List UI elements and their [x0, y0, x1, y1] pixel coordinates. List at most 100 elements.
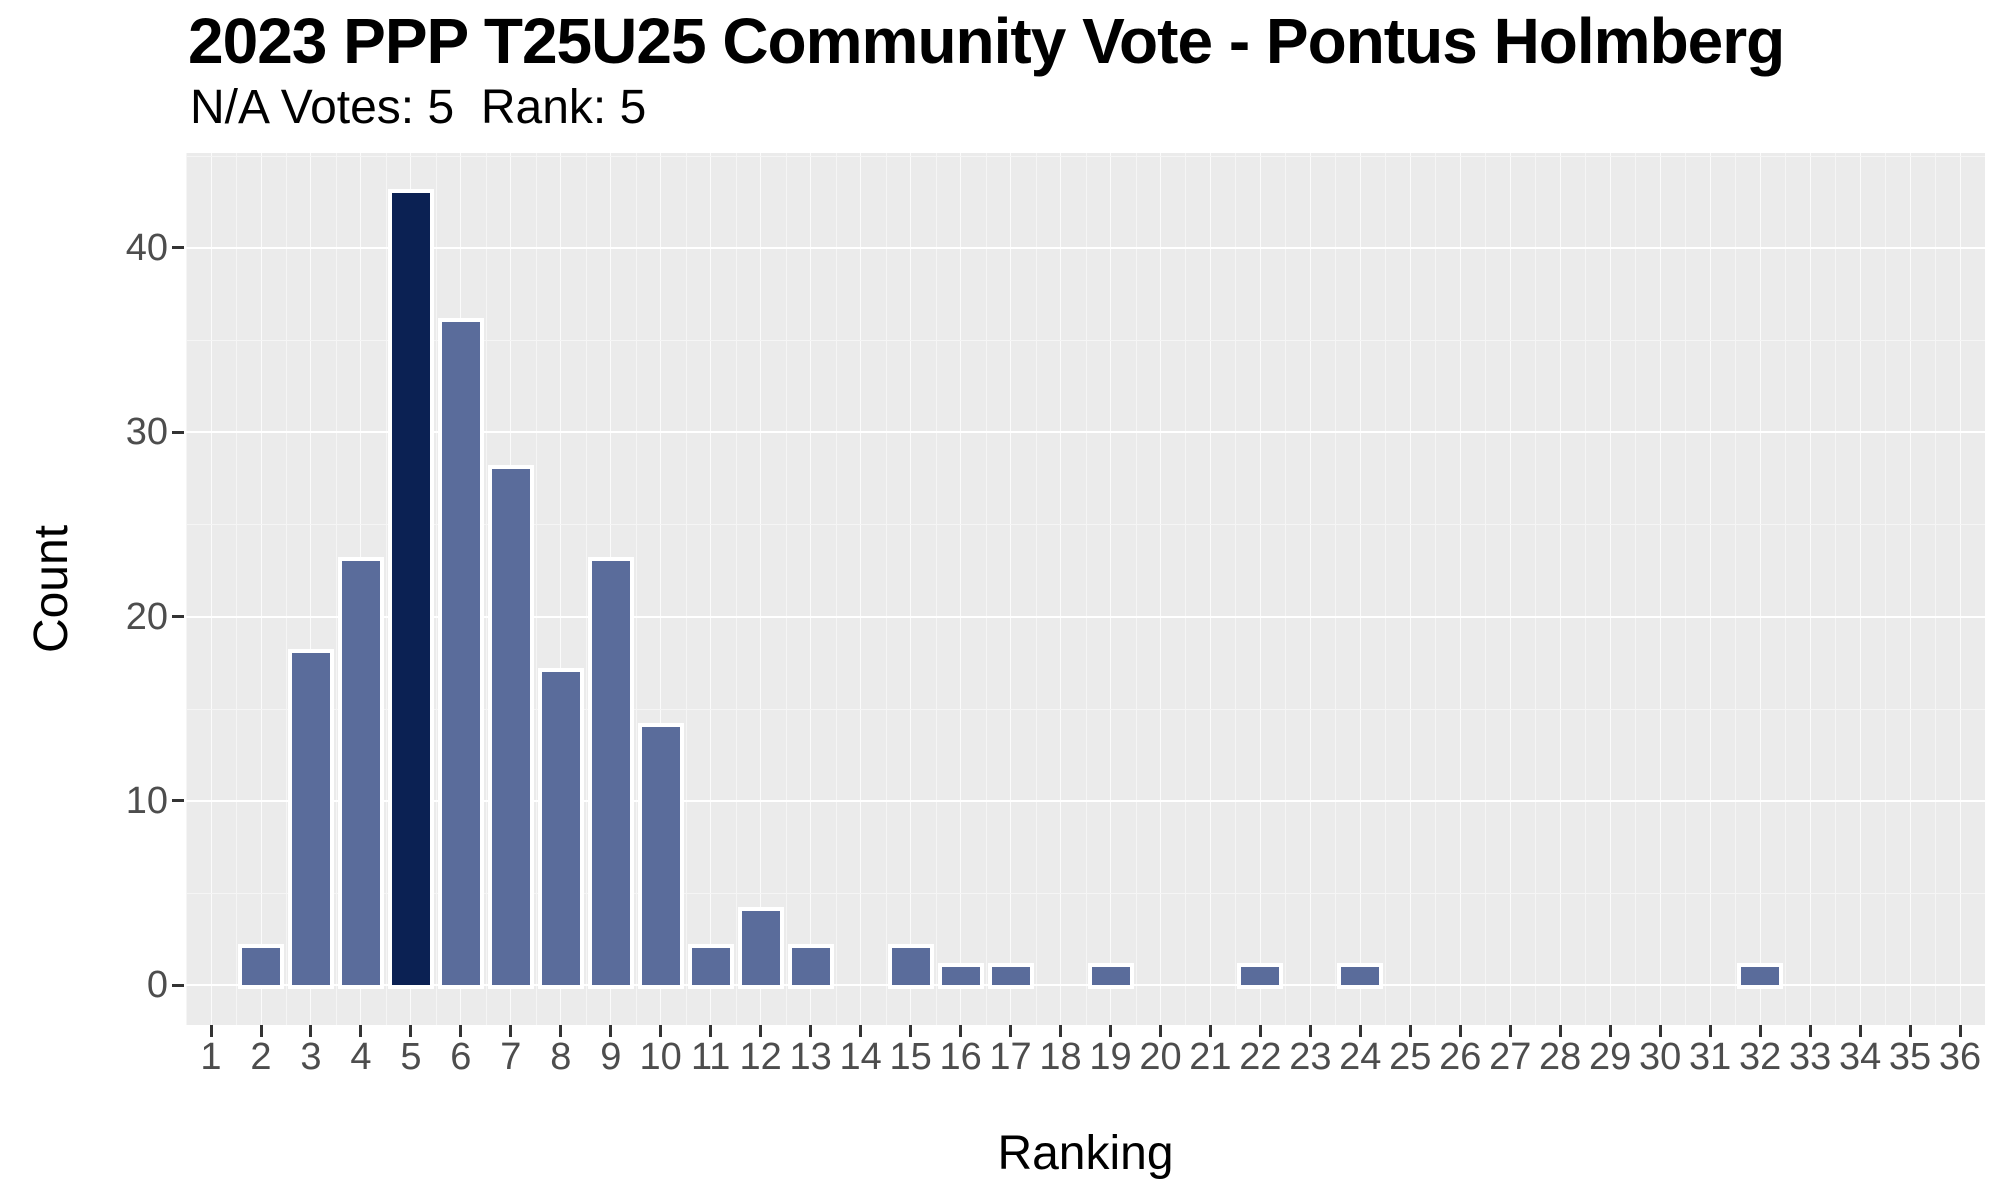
x-tick-mark: [1758, 1025, 1762, 1037]
x-gridline-minor: [1135, 153, 1137, 1025]
x-gridline-minor: [1085, 153, 1087, 1025]
x-gridline-major: [860, 153, 862, 1025]
y-tick-label: 40: [125, 226, 168, 269]
x-tick-label: 21: [1189, 1036, 1232, 1078]
x-gridline-minor: [635, 153, 637, 1025]
x-tick-label: 34: [1838, 1036, 1882, 1078]
bar: [987, 962, 1034, 989]
x-tick-mark: [759, 1025, 763, 1037]
x-tick-mark: [1009, 1025, 1012, 1037]
x-gridline-major: [1160, 153, 1161, 1025]
x-tick-label: 8: [550, 1036, 572, 1078]
y-tick-label: 20: [125, 595, 168, 638]
x-gridline-minor: [485, 153, 487, 1025]
x-gridline-minor: [1185, 153, 1187, 1025]
x-gridline-minor: [335, 153, 337, 1025]
chart-subtitle: N/A Votes: 5 Rank: 5: [190, 81, 647, 134]
x-gridline-minor: [1485, 153, 1487, 1025]
x-tick-label: 9: [600, 1036, 622, 1078]
x-tick-mark: [459, 1025, 463, 1037]
x-tick-mark: [1109, 1025, 1112, 1037]
bar: [487, 465, 534, 989]
x-gridline-major: [1709, 153, 1711, 1025]
bar: [687, 944, 734, 989]
x-tick-mark: [359, 1025, 363, 1037]
x-axis-title: Ranking: [997, 1127, 1174, 1180]
x-tick-mark: [1708, 1025, 1712, 1037]
x-tick-label: 7: [500, 1036, 522, 1078]
x-tick-label: 31: [1689, 1036, 1732, 1078]
x-gridline-minor: [535, 153, 537, 1025]
bar: [337, 557, 384, 989]
x-tick-mark: [809, 1025, 813, 1037]
y-axis-title: Count: [25, 524, 78, 654]
x-gridline-minor: [1585, 153, 1587, 1025]
x-tick-mark: [209, 1025, 213, 1037]
x-gridline-minor: [186, 153, 187, 1025]
x-gridline-major: [660, 153, 662, 1025]
x-gridline-major: [1359, 153, 1361, 1025]
y-gridline-major: [186, 246, 1985, 249]
x-gridline-minor: [1385, 153, 1387, 1025]
x-tick-mark: [659, 1025, 663, 1037]
x-tick-mark: [409, 1025, 413, 1037]
x-tick-label: 30: [1639, 1036, 1682, 1078]
x-tick-label: 27: [1489, 1036, 1532, 1078]
x-tick-label: 32: [1738, 1036, 1782, 1078]
x-tick-mark: [909, 1025, 913, 1037]
x-gridline-minor: [785, 153, 787, 1025]
x-gridline-minor: [1685, 153, 1687, 1025]
x-tick-label: 20: [1139, 1036, 1182, 1078]
x-tick-mark: [1508, 1025, 1512, 1037]
x-tick-mark: [559, 1025, 563, 1037]
x-gridline-minor: [1635, 153, 1637, 1025]
x-gridline-minor: [1035, 153, 1037, 1025]
x-gridline-minor: [1885, 153, 1887, 1025]
bar: [287, 649, 334, 989]
x-tick-label: 14: [839, 1036, 882, 1078]
x-tick-label: 13: [789, 1036, 832, 1078]
x-gridline-minor: [1435, 153, 1437, 1025]
y-gridline-minor: [186, 524, 1985, 526]
x-gridline-major: [1459, 153, 1461, 1025]
x-tick-mark: [1608, 1025, 1612, 1037]
x-tick-mark: [1208, 1025, 1212, 1037]
y-tick-mark: [172, 799, 184, 803]
x-tick-mark: [1308, 1025, 1312, 1037]
x-tick-label: 22: [1239, 1036, 1282, 1078]
bar: [637, 723, 684, 989]
x-gridline-minor: [1535, 153, 1537, 1025]
x-tick-label: 5: [400, 1036, 422, 1078]
y-tick-mark: [172, 430, 184, 434]
x-gridline-major: [1559, 153, 1561, 1025]
x-tick-label: 35: [1888, 1036, 1932, 1078]
x-gridline-major: [1509, 153, 1511, 1025]
x-gridline-major: [1060, 153, 1061, 1025]
x-gridline-minor: [1735, 153, 1737, 1025]
y-tick-mark: [172, 983, 184, 987]
bar: [1237, 962, 1284, 989]
x-tick-mark: [609, 1025, 613, 1037]
x-gridline-minor: [585, 153, 587, 1025]
bar: [537, 667, 584, 989]
x-gridline-minor: [1935, 153, 1936, 1025]
x-gridline-minor: [685, 153, 687, 1025]
x-gridline-major: [1959, 153, 1961, 1025]
y-tick-mark: [172, 615, 184, 618]
x-gridline-minor: [1235, 153, 1237, 1025]
x-tick-mark: [1858, 1025, 1862, 1037]
x-tick-label: 33: [1788, 1036, 1832, 1078]
x-gridline-minor: [1335, 153, 1337, 1025]
x-tick-label: 36: [1938, 1036, 1982, 1078]
y-gridline-major: [186, 431, 1985, 434]
x-tick-label: 2: [250, 1036, 272, 1078]
x-gridline-major: [1309, 153, 1311, 1025]
x-tick-label: 3: [300, 1036, 322, 1078]
y-tick-mark: [172, 246, 184, 250]
x-tick-label: 18: [1039, 1036, 1082, 1078]
chart-title: 2023 PPP T25U25 Community Vote - Pontus …: [188, 5, 1785, 77]
x-gridline-major: [910, 153, 912, 1025]
x-gridline-major: [1609, 153, 1611, 1025]
x-tick-mark: [1958, 1025, 1962, 1037]
plot-panel: [186, 153, 1985, 1025]
